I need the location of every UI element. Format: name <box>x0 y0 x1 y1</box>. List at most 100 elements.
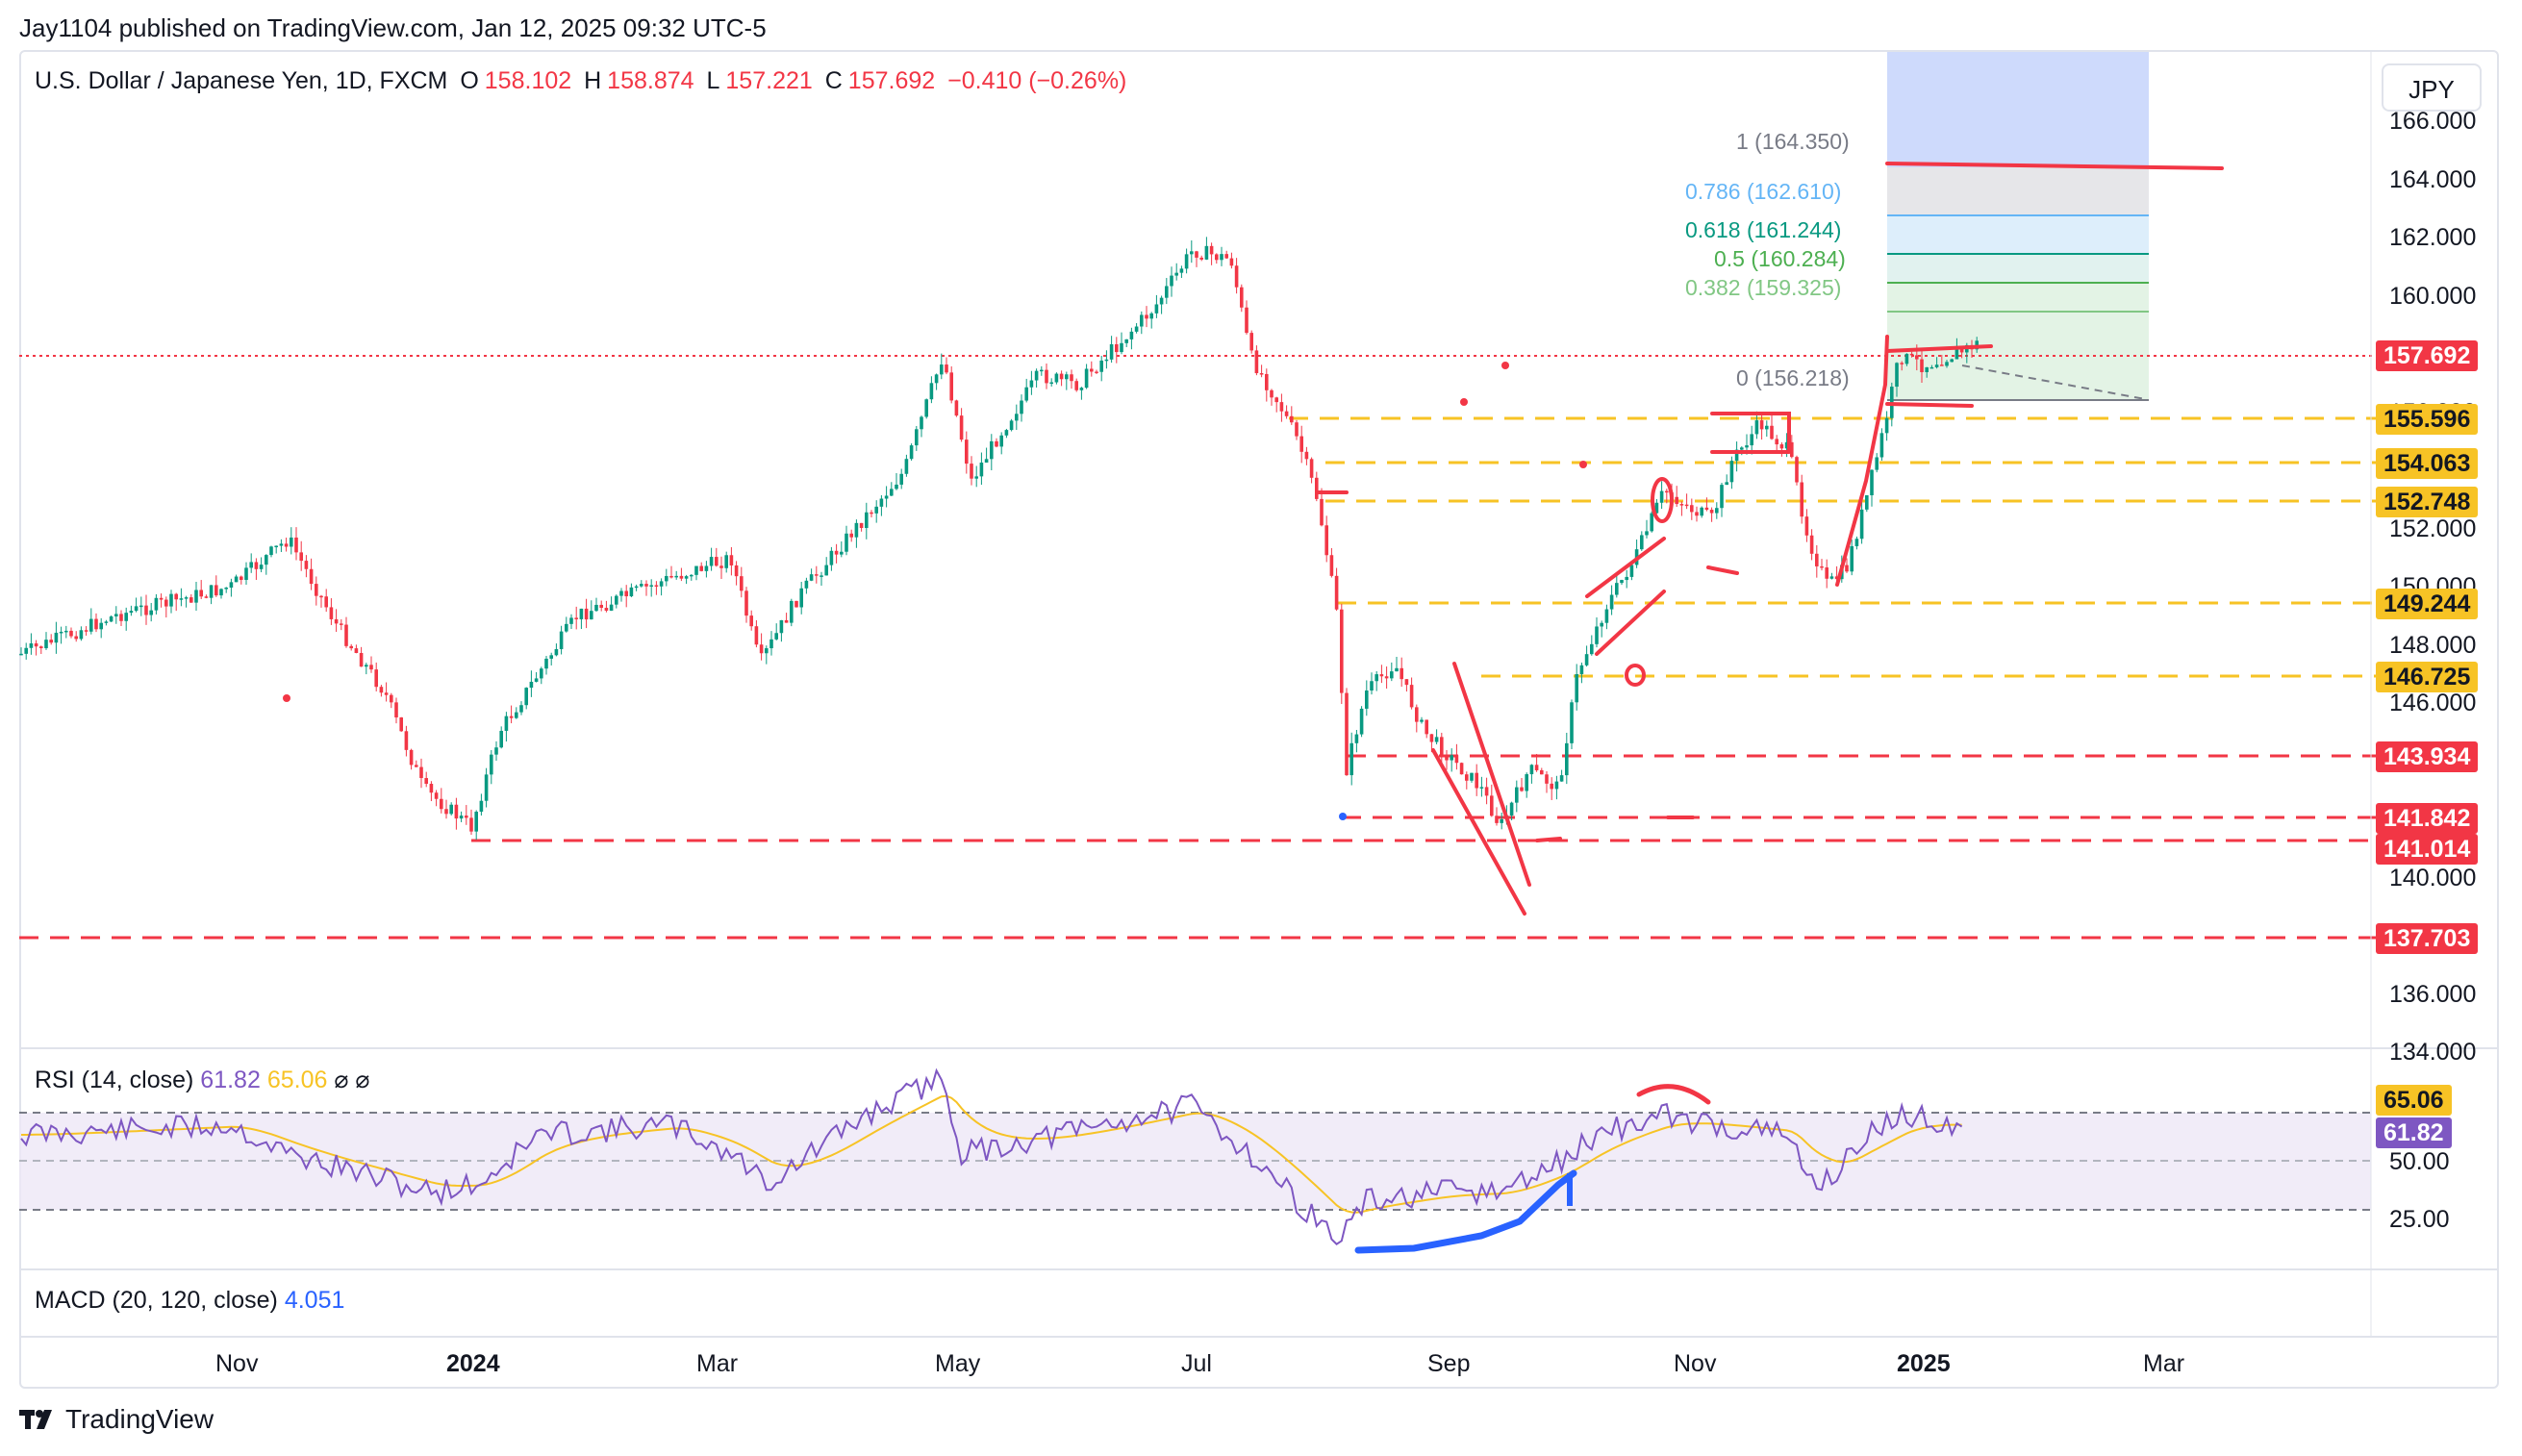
candle-body <box>1879 433 1884 458</box>
candle-body <box>1434 737 1439 742</box>
rsi-blue-scribble <box>1354 1169 1577 1254</box>
candle-body <box>159 597 164 600</box>
candle-body <box>1070 374 1073 382</box>
candle-body <box>1320 498 1324 526</box>
candle-body <box>240 576 243 580</box>
rsi-title[interactable]: RSI (14, close) <box>35 1067 194 1093</box>
candle-body <box>629 587 634 597</box>
candle-body <box>1384 676 1389 679</box>
candle-body <box>94 618 98 630</box>
candle-body <box>1390 671 1394 679</box>
symbol-name[interactable]: U.S. Dollar / Japanese Yen, 1D, FXCM <box>35 67 448 94</box>
candle-body <box>334 618 339 624</box>
candle-body <box>1684 504 1689 507</box>
currency-button[interactable]: JPY <box>2382 63 2482 112</box>
candle-body <box>1845 565 1849 572</box>
price-axis-label: 162.000 <box>2389 224 2477 251</box>
candle-body <box>1420 719 1424 722</box>
rsi-visibility-icons[interactable]: ⌀ ⌀ <box>334 1067 370 1093</box>
candle-body <box>999 435 1003 447</box>
candle-body <box>1500 818 1503 823</box>
candle-body <box>1104 359 1109 362</box>
candle-body <box>1750 434 1753 446</box>
macd-value: 4.051 <box>284 1287 345 1314</box>
price-axis-label: 136.000 <box>2389 980 2477 1008</box>
candle-body <box>1265 373 1269 390</box>
candle-body <box>284 543 289 547</box>
candle-body <box>1340 609 1344 693</box>
candle-body <box>945 364 948 373</box>
candle-body <box>1759 420 1764 430</box>
rsi-legend[interactable]: RSI (14, close) 61.82 65.06 ⌀ ⌀ <box>35 1066 369 1094</box>
red-dot-2 <box>1501 362 1509 369</box>
chart-frame[interactable] <box>19 50 2499 1389</box>
candle-body <box>1029 380 1034 388</box>
candle-body <box>1259 373 1264 375</box>
candle-body <box>1054 373 1059 383</box>
candle-body <box>554 648 559 656</box>
rsi-line <box>20 1067 1963 1245</box>
circle-scribble-1 <box>1651 477 1674 523</box>
candle-body <box>1790 441 1794 458</box>
price-axis-label: 160.000 <box>2389 282 2477 310</box>
candle-body <box>709 557 714 566</box>
candle-body <box>1290 415 1294 423</box>
rsi-axis-50: 50.00 <box>2389 1148 2450 1175</box>
x-label-jul-2024: Jul <box>1181 1350 1212 1377</box>
candle-body <box>1224 254 1228 259</box>
x-label-may-2024: May <box>935 1350 981 1377</box>
candle-body <box>974 476 978 479</box>
candle-body <box>1625 576 1628 581</box>
channel-line-a <box>1585 537 1666 598</box>
macd-legend[interactable]: MACD (20, 120, close) 4.051 <box>35 1287 344 1315</box>
footer-brand[interactable]: TradingView <box>19 1404 214 1435</box>
candle-body <box>269 546 273 556</box>
candle-body <box>1779 444 1784 449</box>
candle-body <box>1034 370 1039 381</box>
candle-body <box>540 668 543 679</box>
candle-body <box>479 800 484 813</box>
candle-body <box>1495 816 1499 823</box>
candle-body <box>719 565 723 568</box>
candle-body <box>1365 690 1369 709</box>
candle-body <box>409 749 414 766</box>
candle-body <box>1715 508 1719 514</box>
candle-body <box>1800 482 1803 517</box>
candle-body <box>804 580 809 589</box>
candle-body <box>909 445 914 460</box>
candle-body <box>704 565 709 571</box>
candle-body <box>1209 245 1214 255</box>
candle-body <box>669 575 673 578</box>
wedge-line-upper <box>1452 662 1531 887</box>
candle-body <box>1534 765 1539 770</box>
candle-body <box>1379 674 1384 677</box>
candle-body <box>104 621 109 623</box>
symbol-legend[interactable]: U.S. Dollar / Japanese Yen, 1D, FXCM O 15… <box>35 67 1132 95</box>
candle-body <box>74 636 78 640</box>
candle-body <box>1554 781 1559 790</box>
candle-body <box>940 364 944 375</box>
change-value: −0.410 (−0.26%) <box>947 67 1127 94</box>
candle-body <box>84 630 88 632</box>
candle-body <box>1079 388 1084 390</box>
candle-body <box>1199 257 1203 260</box>
candle-body <box>924 399 928 417</box>
candle-body <box>309 568 314 585</box>
candle-body <box>690 574 694 577</box>
candle-body <box>509 715 514 718</box>
candle-body <box>515 712 518 718</box>
tag-level-146725: 146.725 <box>2376 662 2479 692</box>
candle-body <box>224 588 228 590</box>
candle-body <box>865 512 869 528</box>
rsi-ma-value: 65.06 <box>266 1067 328 1093</box>
candle-body <box>169 593 173 607</box>
candle-body <box>1529 765 1534 775</box>
macd-title[interactable]: MACD (20, 120, close) <box>35 1287 278 1314</box>
rsi-red-arc <box>1636 1084 1711 1105</box>
open-label: O <box>460 67 479 94</box>
candle-body <box>934 374 939 384</box>
candle-body <box>154 597 159 611</box>
candle-body <box>624 590 628 597</box>
candle-body <box>1550 783 1553 790</box>
